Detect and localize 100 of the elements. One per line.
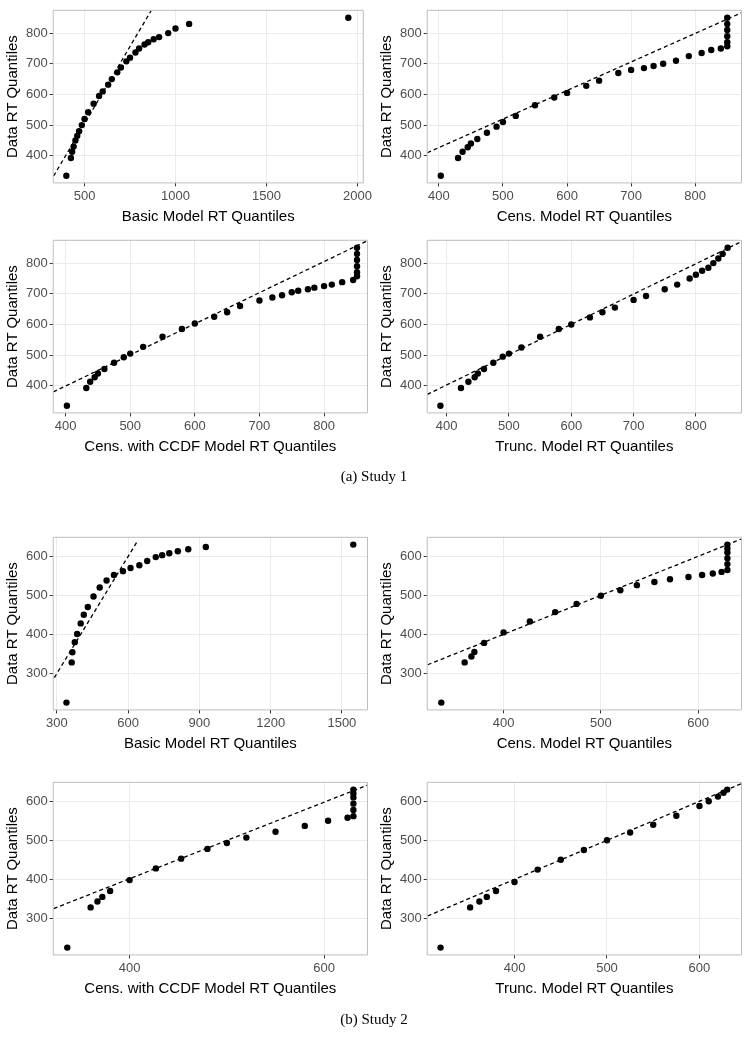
y-tick-label: 600 bbox=[25, 547, 48, 563]
point bbox=[651, 578, 658, 586]
y-tick-label: 600 bbox=[399, 547, 422, 563]
point bbox=[350, 812, 357, 820]
point bbox=[353, 269, 361, 276]
x-tick-label: 400 bbox=[428, 187, 450, 203]
point bbox=[499, 118, 507, 126]
x-tick-label: 500 bbox=[119, 417, 142, 433]
x-tick-label: 1200 bbox=[256, 714, 286, 730]
y-tick-label: 400 bbox=[399, 147, 422, 163]
point bbox=[304, 285, 312, 293]
point bbox=[70, 143, 77, 150]
point bbox=[493, 123, 500, 130]
point bbox=[686, 275, 693, 282]
y-axis-title: Data RT Quantiles bbox=[377, 265, 395, 389]
point bbox=[143, 557, 151, 565]
x-axis-title: Trunc. Model RT Quantiles bbox=[495, 437, 674, 455]
point bbox=[63, 699, 70, 706]
point bbox=[465, 378, 472, 386]
point bbox=[68, 659, 75, 666]
point bbox=[73, 630, 81, 638]
point bbox=[719, 250, 726, 258]
point bbox=[563, 89, 571, 97]
point bbox=[511, 878, 518, 886]
x-tick-label: 600 bbox=[117, 714, 140, 730]
point bbox=[119, 567, 127, 575]
point bbox=[204, 845, 211, 853]
y-tick-label: 300 bbox=[399, 909, 422, 925]
point bbox=[172, 25, 179, 32]
y-axis-title: Data RT Quantiles bbox=[377, 35, 395, 159]
point bbox=[350, 800, 357, 807]
x-tick-label: 400 bbox=[492, 714, 515, 730]
point bbox=[724, 32, 731, 40]
x-tick-label: 400 bbox=[503, 959, 526, 975]
y-tick-label: 700 bbox=[399, 55, 422, 71]
x-tick-label: 1500 bbox=[251, 187, 281, 203]
point bbox=[185, 20, 193, 28]
text: (b) Study 2 bbox=[339, 1011, 409, 1028]
x-tick-label: 500 bbox=[590, 714, 612, 730]
y-tick-label: 300 bbox=[25, 909, 48, 925]
point bbox=[568, 321, 575, 328]
point bbox=[685, 573, 692, 581]
point bbox=[673, 281, 681, 288]
point bbox=[626, 829, 634, 836]
point bbox=[557, 856, 564, 864]
point bbox=[345, 14, 352, 21]
point bbox=[437, 944, 444, 951]
point bbox=[86, 378, 94, 386]
point bbox=[705, 264, 712, 271]
point bbox=[177, 855, 185, 862]
point bbox=[666, 576, 674, 583]
point bbox=[724, 26, 731, 34]
x-axis-title: Trunc. Model RT Quantiles bbox=[495, 979, 674, 997]
point bbox=[467, 140, 475, 147]
point bbox=[611, 304, 619, 311]
point bbox=[483, 893, 490, 901]
y-tick-label: 400 bbox=[399, 870, 422, 886]
point bbox=[87, 904, 94, 911]
point bbox=[295, 287, 302, 294]
point bbox=[126, 54, 134, 61]
point bbox=[350, 806, 357, 814]
point bbox=[150, 36, 157, 43]
point bbox=[96, 584, 103, 591]
point bbox=[459, 148, 466, 156]
x-tick-label: 500 bbox=[596, 959, 618, 975]
point bbox=[83, 384, 90, 392]
y-axis-title: Data RT Quantiles bbox=[3, 562, 21, 686]
x-tick-label: 700 bbox=[622, 417, 645, 433]
point bbox=[338, 278, 346, 286]
x-tick-label: 600 bbox=[556, 187, 578, 203]
point bbox=[480, 365, 488, 373]
point bbox=[94, 898, 101, 905]
x-tick-label: 2000 bbox=[342, 187, 372, 203]
point bbox=[717, 45, 725, 52]
point bbox=[166, 549, 173, 557]
point bbox=[126, 876, 133, 884]
point bbox=[661, 285, 668, 293]
point bbox=[103, 577, 110, 584]
point bbox=[344, 814, 351, 821]
point bbox=[278, 292, 286, 299]
x-axis-title: Cens. Model RT Quantiles bbox=[496, 734, 673, 752]
point bbox=[136, 562, 143, 569]
point bbox=[526, 618, 534, 625]
y-tick-label: 400 bbox=[399, 377, 422, 393]
point bbox=[94, 370, 102, 377]
point bbox=[71, 638, 78, 646]
point bbox=[492, 887, 500, 895]
point bbox=[505, 350, 513, 357]
x-tick-label: 700 bbox=[620, 187, 642, 203]
point bbox=[185, 546, 192, 553]
point bbox=[551, 608, 559, 616]
x-tick-label: 300 bbox=[46, 714, 68, 730]
x-tick-label: 600 bbox=[688, 959, 711, 975]
point bbox=[595, 77, 603, 84]
point bbox=[709, 570, 717, 577]
point bbox=[353, 262, 361, 270]
x-tick-label: 400 bbox=[54, 417, 77, 433]
point bbox=[698, 49, 705, 57]
point bbox=[64, 944, 71, 951]
point bbox=[117, 64, 125, 71]
